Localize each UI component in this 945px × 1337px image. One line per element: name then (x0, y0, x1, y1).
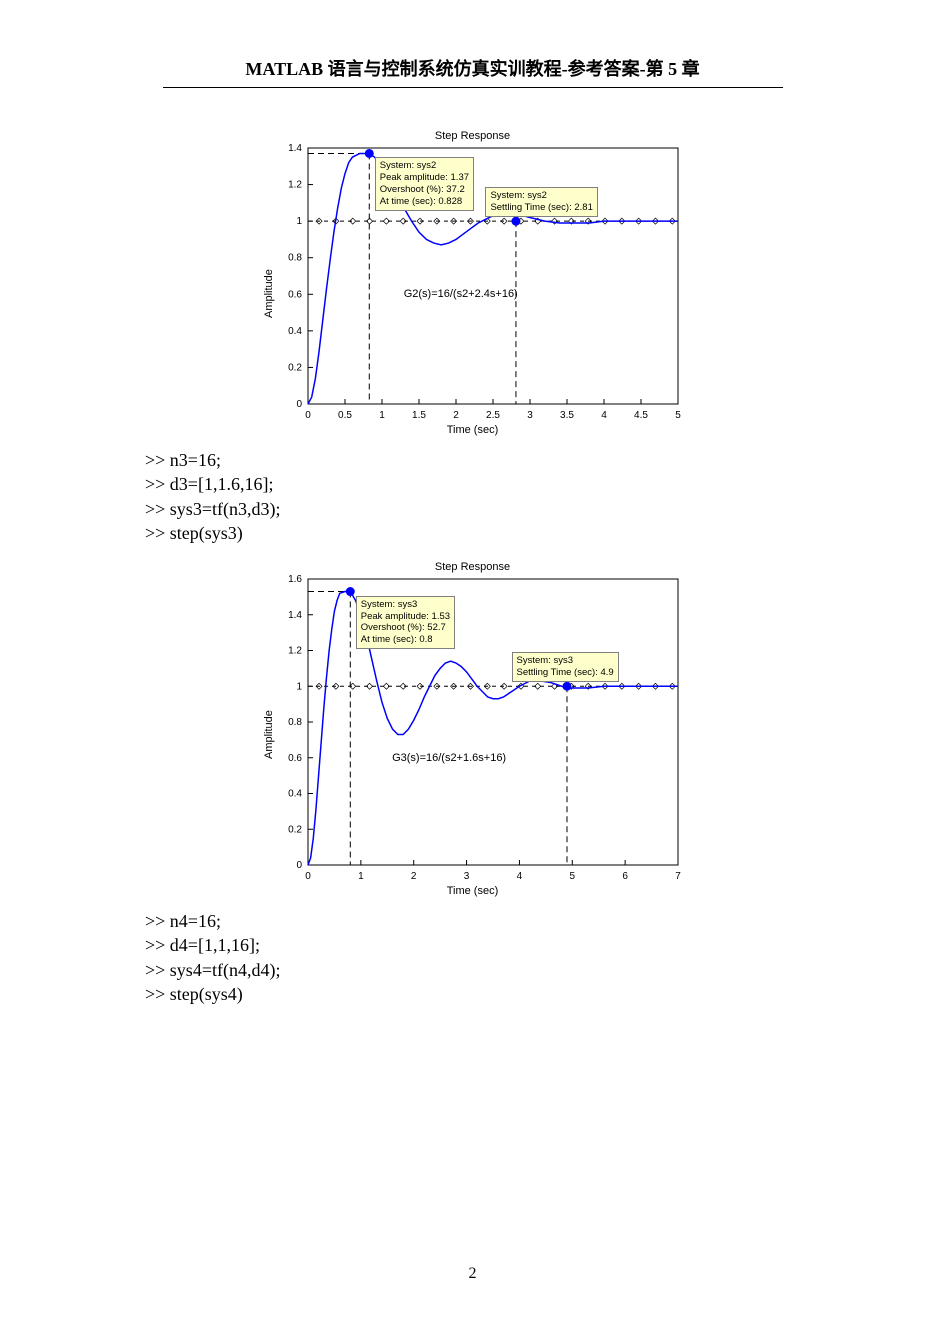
svg-text:2: 2 (410, 871, 416, 882)
svg-text:0.5: 0.5 (338, 410, 352, 421)
svg-text:4.5: 4.5 (634, 410, 648, 421)
chart-g3: 0 1 2 3 4 5 6 7 0 0.2 0.4 0.6 0.8 1 1.2 1.4 1.6 Step Res… (253, 559, 693, 899)
svg-text:0.2: 0.2 (288, 824, 302, 835)
chart-g2-settle-tooltip: System: sys2Settling Time (sec): 2.81 (485, 187, 597, 217)
svg-text:0.4: 0.4 (288, 326, 302, 337)
code-line: >> step(sys4) (145, 982, 945, 1006)
svg-text:1.6: 1.6 (288, 574, 302, 585)
svg-text:4: 4 (601, 410, 607, 421)
svg-text:5: 5 (675, 410, 681, 421)
svg-text:7: 7 (675, 871, 681, 882)
svg-text:1: 1 (296, 681, 302, 692)
svg-text:3.5: 3.5 (560, 410, 574, 421)
chart-g3-xlabel: Time (sec) (253, 885, 693, 897)
svg-text:0.2: 0.2 (288, 362, 302, 373)
svg-text:5: 5 (569, 871, 575, 882)
svg-text:4: 4 (516, 871, 522, 882)
svg-text:1.4: 1.4 (288, 610, 302, 621)
chart-g3-title: Step Response (253, 561, 693, 573)
code-line: >> d4=[1,1,16]; (145, 933, 945, 957)
chart-g2-ylabel: Amplitude (263, 269, 275, 318)
chart-g2-equation: G2(s)=16/(s2+2.4s+16) (404, 288, 518, 300)
svg-text:0: 0 (305, 410, 311, 421)
code-line: >> n4=16; (145, 909, 945, 933)
code-line: >> n3=16; (145, 448, 945, 472)
svg-text:1.4: 1.4 (288, 143, 302, 154)
svg-text:0: 0 (305, 871, 311, 882)
page-number: 2 (0, 1265, 945, 1283)
svg-text:1: 1 (358, 871, 364, 882)
chart-g3-ylabel: Amplitude (263, 710, 275, 759)
chart-g3-svg: 0 1 2 3 4 5 6 7 0 0.2 0.4 0.6 0.8 1 1.2 1.4 1.6 (253, 559, 693, 899)
code-line: >> d3=[1,1.6,16]; (145, 472, 945, 496)
chart-g2-title: Step Response (253, 130, 693, 142)
svg-text:3: 3 (463, 871, 469, 882)
chart-g2-xlabel: Time (sec) (253, 424, 693, 436)
svg-text:0.4: 0.4 (288, 789, 302, 800)
svg-text:0.6: 0.6 (288, 753, 302, 764)
svg-text:0: 0 (296, 399, 302, 410)
matlab-code-sys3: >> n3=16;>> d3=[1,1.6,16];>> sys3=tf(n3,… (145, 448, 945, 545)
svg-text:1: 1 (296, 216, 302, 227)
chart-g3-peak-tooltip: System: sys3Peak amplitude: 1.53Overshoo… (356, 596, 455, 650)
chart-g2-peak-tooltip: System: sys2Peak amplitude: 1.37Overshoo… (375, 157, 474, 211)
chart-g3-wrap: 0 1 2 3 4 5 6 7 0 0.2 0.4 0.6 0.8 1 1.2 1.4 1.6 Step Res… (0, 559, 945, 899)
page-title: MATLAB 语言与控制系统仿真实训教程-参考答案-第 5 章 (163, 55, 783, 88)
code-line: >> step(sys3) (145, 521, 945, 545)
svg-text:6: 6 (622, 871, 628, 882)
code-line: >> sys3=tf(n3,d3); (145, 497, 945, 521)
svg-text:0.6: 0.6 (288, 289, 302, 300)
svg-text:0.8: 0.8 (288, 717, 302, 728)
chart-g2-wrap: 0 0.5 1 1.5 2 2.5 3 3.5 4 4.5 5 0 0.2 0.4 0.6 0.8 1 1.2 1.… (0, 128, 945, 438)
svg-text:0.8: 0.8 (288, 253, 302, 264)
svg-text:1.2: 1.2 (288, 180, 302, 191)
chart-g3-equation: G3(s)=16/(s2+1.6s+16) (392, 752, 506, 764)
svg-text:2: 2 (453, 410, 459, 421)
svg-text:2.5: 2.5 (486, 410, 500, 421)
document-page: MATLAB 语言与控制系统仿真实训教程-参考答案-第 5 章 0 0.5 1 1.5… (0, 0, 945, 1337)
svg-text:3: 3 (527, 410, 533, 421)
chart-g2: 0 0.5 1 1.5 2 2.5 3 3.5 4 4.5 5 0 0.2 0.4 0.6 0.8 1 1.2 1.… (253, 128, 693, 438)
svg-text:1: 1 (379, 410, 385, 421)
svg-text:1.5: 1.5 (412, 410, 426, 421)
matlab-code-sys4: >> n4=16;>> d4=[1,1,16];>> sys4=tf(n4,d4… (145, 909, 945, 1006)
svg-text:1.2: 1.2 (288, 646, 302, 657)
chart-g3-settle-tooltip: System: sys3Settling Time (sec): 4.9 (512, 652, 619, 682)
svg-text:0: 0 (296, 860, 302, 871)
code-line: >> sys4=tf(n4,d4); (145, 958, 945, 982)
